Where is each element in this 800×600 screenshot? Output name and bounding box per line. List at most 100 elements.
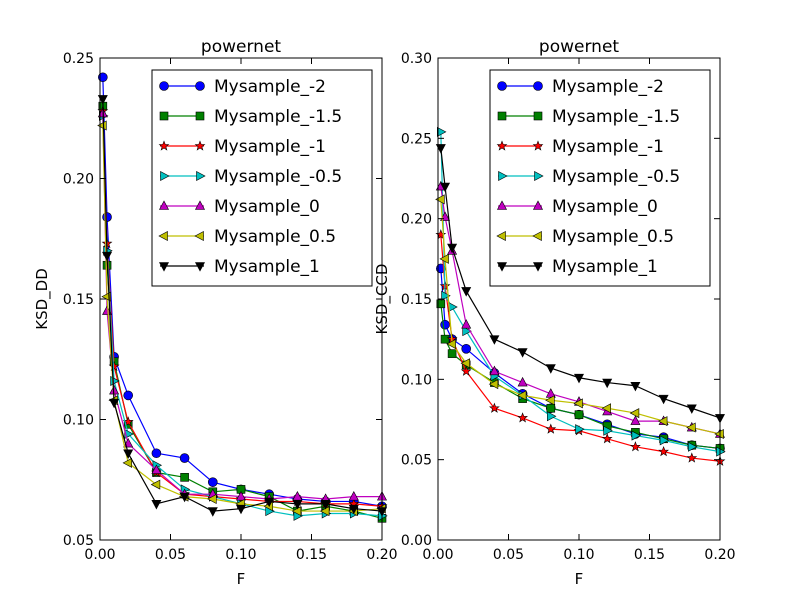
x-tick-label: 0.05: [155, 547, 186, 563]
y-tick-label: 0.05: [63, 533, 94, 549]
data-point: [436, 299, 446, 309]
legend-item: Mysample_1: [497, 257, 658, 277]
data-point: [461, 319, 472, 329]
legend-label: Mysample_1: [214, 257, 320, 277]
y-tick-label: 0.05: [401, 453, 432, 469]
data-point: [348, 504, 359, 515]
legend-marker: [195, 81, 205, 91]
data-point: [602, 378, 613, 389]
x-tick-label: 0.20: [366, 547, 397, 563]
y-tick-label: 0.10: [63, 413, 94, 429]
x-tick-label: 0.10: [563, 547, 594, 563]
legend-marker: [496, 231, 506, 241]
data-point: [319, 506, 330, 517]
y-tick-label: 0.25: [401, 131, 432, 147]
y-tick-label: 0.15: [63, 292, 94, 308]
data-point: [545, 395, 555, 406]
legend-marker: [497, 200, 507, 210]
legend-label: Mysample_-1: [552, 137, 664, 157]
legend-label: Mysample_1: [552, 257, 658, 277]
y-tick-label: 0.00: [401, 533, 432, 549]
x-tick-label: 0.15: [296, 547, 327, 563]
legend-box: [489, 69, 711, 287]
legend-marker: [194, 231, 204, 241]
data-point: [460, 358, 471, 369]
data-point: [489, 365, 500, 376]
data-point: [573, 398, 583, 409]
data-point: [488, 379, 499, 390]
legend-marker: [194, 140, 206, 151]
data-point: [435, 229, 447, 240]
legend-marker: [159, 262, 169, 272]
data-point: [461, 344, 472, 354]
x-tick-label: 0.10: [225, 547, 256, 563]
legend-item: Mysample_-0.5: [498, 167, 680, 187]
data-point: [545, 423, 557, 434]
data-point: [686, 452, 698, 463]
x-axis-label: F: [575, 570, 584, 588]
legend-item: Mysample_1: [159, 257, 320, 277]
legend-item: Mysample_0: [497, 197, 658, 217]
data-point: [98, 72, 108, 83]
legend-marker: [497, 111, 507, 121]
series-Mysample_1: [97, 95, 387, 517]
legend-marker: [533, 111, 543, 121]
data-point: [517, 376, 528, 387]
legend-marker: [160, 171, 170, 181]
legend-marker: [195, 262, 205, 272]
data-point: [546, 403, 556, 413]
data-point: [658, 445, 669, 457]
data-point: [151, 464, 162, 474]
data-point: [348, 490, 359, 501]
y-tick-label: 0.30: [401, 51, 432, 67]
legend-item: Mysample_0: [159, 197, 320, 217]
legend-items: Mysample_-2 Mysample_-1.5 Mysample_-1 Mysam…: [158, 77, 342, 277]
data-point: [686, 404, 697, 414]
data-point: [460, 365, 472, 376]
y-axis-label: KSD_DD: [33, 268, 52, 330]
data-point: [658, 394, 669, 405]
data-point: [179, 453, 190, 463]
legend: Mysample_-2 Mysample_-1.5 Mysample_-1 Mysam…: [151, 69, 373, 287]
legend-item: Mysample_-0.5: [160, 167, 342, 187]
data-point: [629, 408, 640, 419]
data-point: [207, 494, 217, 505]
data-point: [517, 412, 528, 423]
legend-marker: [534, 171, 544, 181]
legend-marker: [159, 111, 169, 121]
data-point: [151, 500, 162, 510]
legend-label: Mysample_-1.5: [214, 107, 342, 127]
data-point: [109, 398, 120, 409]
data-point: [630, 381, 641, 392]
data-point: [102, 251, 113, 262]
x-tick-label: 0.15: [634, 547, 665, 563]
data-point: [574, 410, 584, 419]
data-point: [575, 424, 585, 435]
legend-marker: [497, 81, 507, 91]
data-point: [462, 326, 472, 337]
x-tick-label: 0.20: [704, 547, 735, 563]
x-tick-label: 0.05: [493, 547, 524, 563]
legend-box: [151, 69, 373, 287]
legend-label: Mysample_0: [552, 197, 658, 217]
legend-item: Mysample_0.5: [158, 227, 336, 247]
data-point: [440, 182, 451, 193]
data-point: [207, 507, 218, 517]
data-point: [714, 428, 724, 439]
data-point: [630, 415, 641, 425]
data-point: [517, 348, 528, 358]
series-Mysample_1: [435, 144, 725, 424]
data-point: [631, 430, 642, 441]
legend-item: Mysample_0.5: [496, 227, 674, 247]
data-point: [447, 349, 457, 358]
chart-title: powernet: [201, 37, 281, 57]
data-point: [687, 441, 698, 452]
data-point: [291, 506, 302, 517]
data-point: [102, 212, 112, 222]
x-axis-label: F: [237, 570, 246, 588]
data-point: [489, 402, 500, 413]
legend-label: Mysample_-1: [214, 137, 326, 157]
data-point: [446, 338, 456, 349]
y-tick-label: 0.20: [401, 212, 432, 228]
data-point: [601, 403, 612, 414]
